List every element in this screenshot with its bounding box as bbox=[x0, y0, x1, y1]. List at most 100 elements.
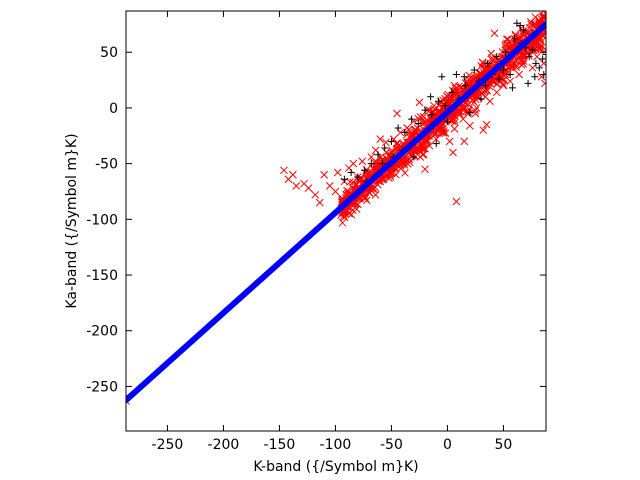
plus-marker bbox=[531, 73, 539, 81]
tick-marks bbox=[126, 11, 546, 431]
x-marker bbox=[534, 44, 543, 53]
x-marker bbox=[340, 213, 349, 222]
y-tick-label: -200 bbox=[86, 324, 118, 340]
plus-marker bbox=[493, 53, 501, 61]
x-marker bbox=[394, 141, 403, 150]
x-marker bbox=[439, 128, 447, 137]
x-tick-label: 0 bbox=[443, 437, 452, 453]
x-marker bbox=[376, 135, 385, 143]
plus-marker bbox=[374, 151, 382, 159]
x-marker bbox=[430, 101, 438, 110]
x-marker bbox=[465, 121, 474, 130]
x-marker bbox=[531, 40, 540, 48]
x-marker bbox=[311, 190, 320, 199]
plus-marker bbox=[443, 117, 451, 125]
plus-marker bbox=[434, 97, 442, 105]
x-marker bbox=[479, 126, 488, 135]
plus-marker bbox=[516, 21, 524, 29]
x-marker bbox=[393, 109, 401, 118]
x-marker bbox=[367, 153, 376, 161]
plus-marker bbox=[367, 160, 375, 168]
x-marker bbox=[504, 35, 512, 44]
plus-marker bbox=[461, 82, 469, 90]
x-marker bbox=[449, 148, 457, 157]
plus-marker bbox=[438, 73, 446, 81]
x-marker bbox=[468, 75, 476, 84]
plus-marker bbox=[448, 88, 456, 96]
x-marker bbox=[315, 198, 324, 207]
x-marker bbox=[349, 178, 357, 187]
x-marker bbox=[502, 35, 511, 44]
plus-marker bbox=[354, 173, 362, 181]
x-tick-label: 50 bbox=[495, 437, 513, 453]
x-marker bbox=[500, 75, 508, 84]
x-marker bbox=[508, 63, 517, 72]
plus-marker bbox=[508, 84, 516, 92]
x-marker bbox=[506, 77, 515, 86]
x-marker bbox=[292, 182, 301, 190]
x-tick-label: -250 bbox=[152, 437, 184, 453]
x-marker bbox=[386, 173, 395, 181]
x-marker bbox=[539, 11, 546, 20]
plus-marker bbox=[482, 82, 490, 90]
x-marker bbox=[413, 124, 422, 132]
x-marker bbox=[486, 97, 494, 106]
plus-marker bbox=[520, 26, 528, 34]
x-marker bbox=[415, 146, 424, 154]
x-marker bbox=[443, 92, 452, 101]
x-marker bbox=[398, 159, 407, 168]
x-tick-labels: -250 -200 -150 -100 -50 0 50 bbox=[152, 437, 513, 453]
x-marker bbox=[541, 79, 546, 88]
plot-frame bbox=[125, 10, 547, 432]
x-marker bbox=[540, 12, 546, 20]
x-tick-label: -50 bbox=[380, 437, 403, 453]
plus-marker bbox=[381, 144, 389, 152]
y-tick-labels: -250 -200 -150 -100 -50 0 50 bbox=[86, 45, 118, 395]
plus-marker bbox=[410, 153, 418, 161]
plus-marker bbox=[499, 66, 507, 74]
plus-marker bbox=[506, 71, 514, 79]
x-marker bbox=[381, 138, 390, 147]
x-marker bbox=[432, 135, 441, 143]
x-marker bbox=[451, 118, 459, 127]
plus-marker bbox=[529, 46, 537, 54]
plus-marker bbox=[495, 75, 503, 83]
plus-marker bbox=[466, 108, 474, 116]
x-marker bbox=[447, 115, 456, 124]
x-marker bbox=[445, 137, 454, 146]
plus-marker bbox=[414, 120, 422, 128]
plus-marker bbox=[535, 64, 543, 72]
x-marker bbox=[450, 81, 459, 90]
x-marker bbox=[437, 128, 446, 137]
x-marker bbox=[280, 166, 288, 175]
plus-marker bbox=[427, 93, 435, 101]
x-marker bbox=[289, 170, 297, 179]
plus-marker bbox=[532, 59, 540, 67]
x-tick-label: -150 bbox=[264, 437, 296, 453]
x-marker bbox=[453, 108, 462, 117]
x-tick-label: -200 bbox=[208, 437, 240, 453]
x-marker bbox=[512, 61, 520, 70]
y-tick-label: 0 bbox=[109, 101, 118, 117]
y-axis-label: Ka-band ({/Symbol m}K) bbox=[64, 133, 80, 308]
x-marker bbox=[415, 98, 424, 107]
x-marker bbox=[416, 112, 425, 121]
x-marker bbox=[519, 57, 528, 65]
y-tick-label: -250 bbox=[86, 379, 118, 395]
x-marker bbox=[452, 197, 461, 206]
data-layer bbox=[126, 11, 546, 405]
x-marker bbox=[419, 112, 428, 121]
x-marker bbox=[392, 170, 400, 179]
x-marker bbox=[358, 157, 367, 166]
x-marker bbox=[501, 42, 510, 51]
plus-marker bbox=[470, 66, 478, 74]
x-marker bbox=[459, 115, 467, 123]
x-marker bbox=[425, 141, 434, 150]
x-marker bbox=[333, 168, 342, 177]
plus-marker bbox=[452, 71, 460, 79]
x-marker bbox=[488, 77, 497, 86]
x-marker bbox=[388, 146, 397, 155]
x-marker bbox=[451, 87, 460, 96]
x-marker bbox=[338, 218, 347, 227]
